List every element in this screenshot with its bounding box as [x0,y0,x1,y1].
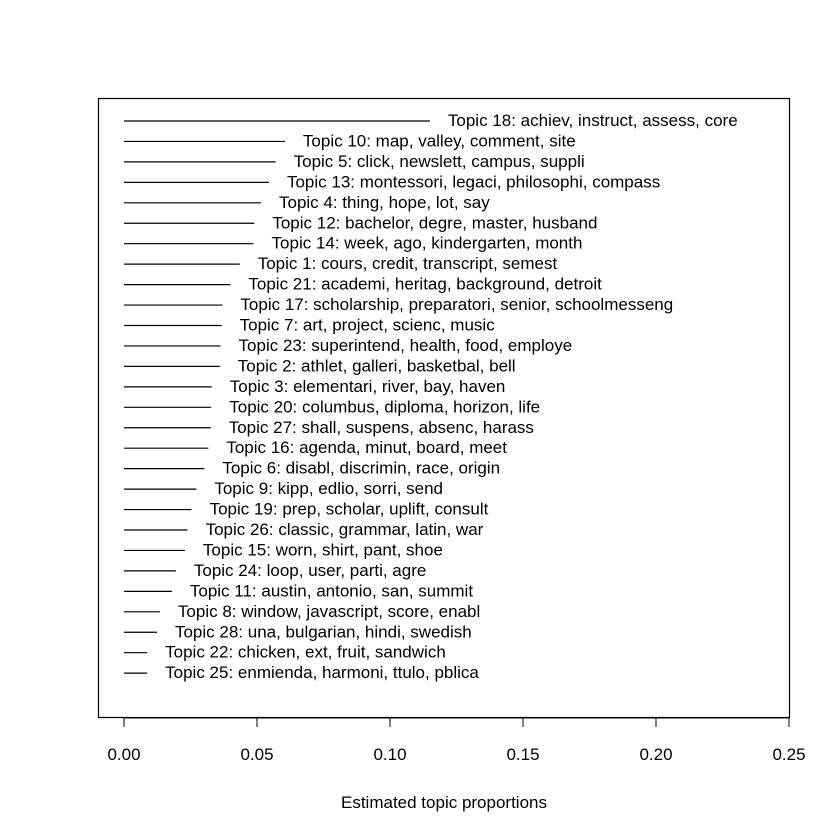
bar-label: Topic 5: click, newslett, campus, suppli [294,152,585,171]
bar-label: Topic 23: superintend, health, food, emp… [239,336,573,355]
bar-label: Topic 28: una, bulgarian, hindi, swedish [175,622,472,641]
bar-label: Topic 14: week, ago, kindergarten, month [272,234,583,253]
x-tick-label: 0.20 [639,745,672,764]
bar-label: Topic 25: enmienda, harmoni, ttulo, pbli… [165,663,479,682]
bars-layer: Topic 18: achiev, instruct, assess, core… [124,111,738,682]
bar-label: Topic 16: agenda, minut, board, meet [226,438,507,457]
bar-label: Topic 2: athlet, galleri, basketbal, bel… [238,356,516,375]
x-axis: 0.00 0.05 0.10 0.15 0.20 0.25 [107,717,806,764]
bar-label: Topic 6: disabl, discrimin, race, origin [222,459,500,478]
bar-label: Topic 1: cours, credit, transcript, seme… [258,254,558,273]
bar-label: Topic 21: academi, heritag, background, … [248,275,602,294]
x-tick-label: 0.15 [506,745,539,764]
x-tick-label: 0.00 [107,745,140,764]
bar-label: Topic 26: classic, grammar, latin, war [206,520,484,539]
bar-label: Topic 3: elementari, river, bay, haven [230,377,506,396]
bar-label: Topic 22: chicken, ext, fruit, sandwich [165,643,446,662]
bar-label: Topic 8: window, javascript, score, enab… [178,602,480,621]
bar-label: Topic 11: austin, antonio, san, summit [190,581,473,600]
bar-label: Topic 24: loop, user, parti, agre [194,561,426,580]
x-axis-label: Estimated topic proportions [341,793,547,812]
bar-label: Topic 9: kipp, edlio, sorri, send [214,479,443,498]
bar-label: Topic 20: columbus, diploma, horizon, li… [229,397,540,416]
x-tick-label: 0.05 [240,745,273,764]
bar-label: Topic 13: montessori, legaci, philosophi… [287,172,660,191]
bar-label: Topic 7: art, project, scienc, music [240,316,496,335]
bar-label: Topic 15: worn, shirt, pant, shoe [203,540,443,559]
bar-label: Topic 18: achiev, instruct, assess, core [448,111,738,130]
bar-label: Topic 17: scholarship, preparatori, seni… [240,295,673,314]
bar-label: Topic 10: map, valley, comment, site [303,131,576,150]
x-tick-label: 0.25 [772,745,805,764]
bar-label: Topic 4: thing, hope, lot, say [279,193,490,212]
bar-label: Topic 27: shall, suspens, absenc, harass [229,418,534,437]
bar-label: Topic 12: bachelor, degre, master, husba… [272,213,597,232]
bar-label: Topic 19: prep, scholar, uplift, consult [210,500,489,519]
x-tick-label: 0.10 [373,745,406,764]
